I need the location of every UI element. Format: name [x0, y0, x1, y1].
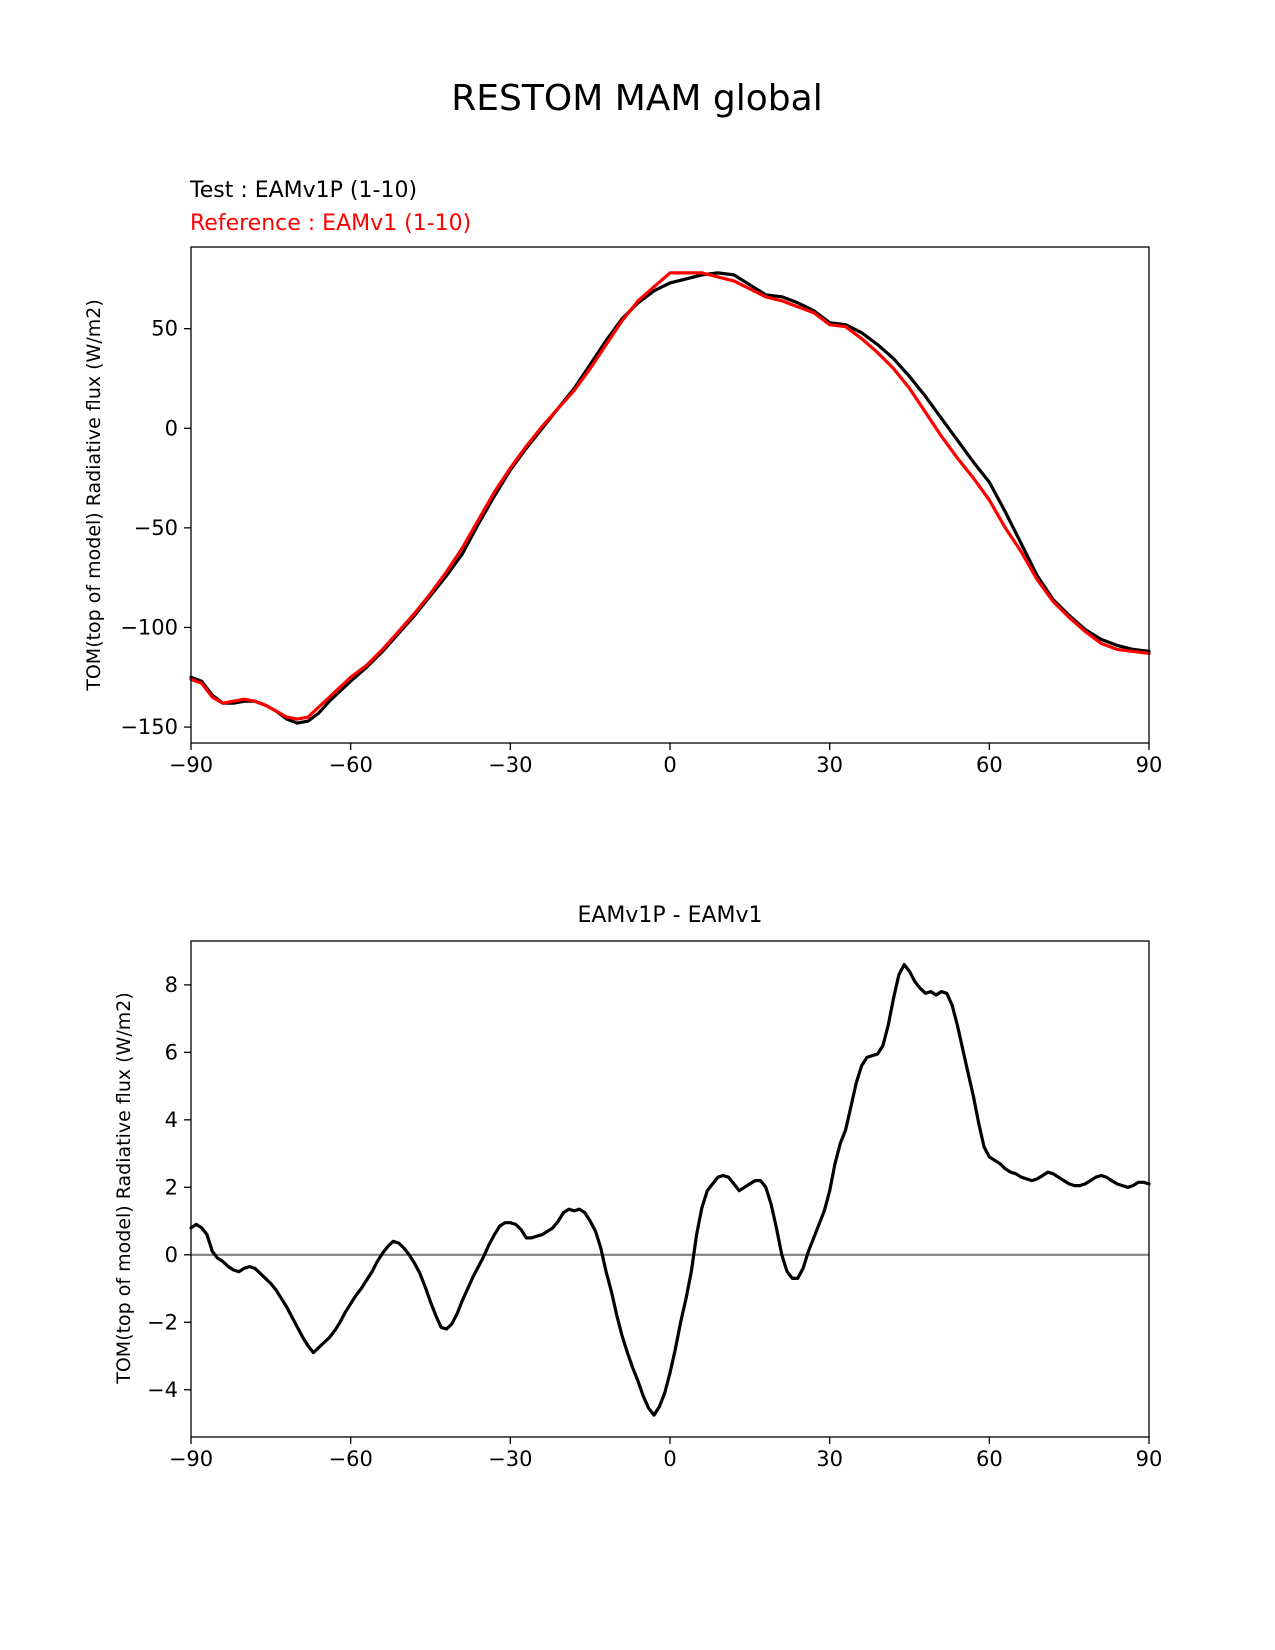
bottom-x-tick-label: −60	[329, 1447, 373, 1471]
top-series-layer	[189, 271, 1151, 725]
bottom-chart-title: EAMv1P - EAMv1	[577, 903, 762, 928]
bottom-x-tick-label: 60	[976, 1447, 1003, 1471]
bottom-y-tick-label: −4	[147, 1378, 178, 1402]
top-series-reference-line	[189, 271, 1151, 721]
top-y-axis-label: TOM(top of model) Radiative flux (W/m2)	[83, 299, 105, 692]
figure-title: RESTOM MAM global	[451, 78, 822, 119]
top-x-tick-label: 60	[976, 753, 1003, 777]
bottom-x-tick-label: −90	[169, 1447, 213, 1471]
bottom-plot-frame	[190, 940, 1150, 1438]
top-tick-layer: −90 −60 −30 0 30 60 90 −150 −100 −50 0 50	[120, 317, 1162, 777]
top-x-tick-label: −90	[169, 753, 213, 777]
top-x-tick-label: −60	[329, 753, 373, 777]
bottom-series-difference-line	[189, 962, 1151, 1417]
top-x-tick-label: 0	[663, 753, 676, 777]
bottom-chart: EAMv1P - EAMv1 TOM(top of model) Radiati…	[113, 903, 1162, 1471]
top-y-tick-label: −100	[120, 615, 178, 639]
top-x-tick-label: −30	[488, 753, 532, 777]
reference-label: Reference : EAMv1 (1-10)	[190, 211, 471, 236]
bottom-y-tick-label: −2	[147, 1310, 178, 1334]
top-y-tick-label: 50	[151, 317, 178, 341]
bottom-y-tick-label: 0	[165, 1243, 178, 1267]
top-x-tick-label: 30	[816, 753, 843, 777]
bottom-y-tick-label: 2	[165, 1175, 178, 1199]
bottom-y-tick-label: 4	[165, 1108, 178, 1132]
bottom-y-tick-label: 6	[165, 1040, 178, 1064]
top-chart: Test : EAMv1P (1-10) Reference : EAMv1 (…	[83, 178, 1162, 777]
bottom-series-layer	[189, 962, 1151, 1417]
bottom-x-tick-label: 30	[816, 1447, 843, 1471]
bottom-y-axis-label: TOM(top of model) Radiative flux (W/m2)	[113, 992, 135, 1385]
top-plot-frame	[190, 246, 1150, 744]
top-x-tick-label: 90	[1136, 753, 1163, 777]
top-y-tick-label: −150	[120, 715, 178, 739]
bottom-y-tick-label: 8	[165, 973, 178, 997]
top-y-tick-label: 0	[165, 416, 178, 440]
bottom-x-tick-label: −30	[488, 1447, 532, 1471]
bottom-tick-layer: −90 −60 −30 0 30 60 90 −4 −2 0 2 4 6 8	[147, 973, 1162, 1471]
test-label: Test : EAMv1P (1-10)	[189, 178, 417, 203]
bottom-x-tick-label: 0	[663, 1447, 676, 1471]
bottom-x-tick-label: 90	[1136, 1447, 1163, 1471]
top-y-tick-label: −50	[134, 516, 178, 540]
